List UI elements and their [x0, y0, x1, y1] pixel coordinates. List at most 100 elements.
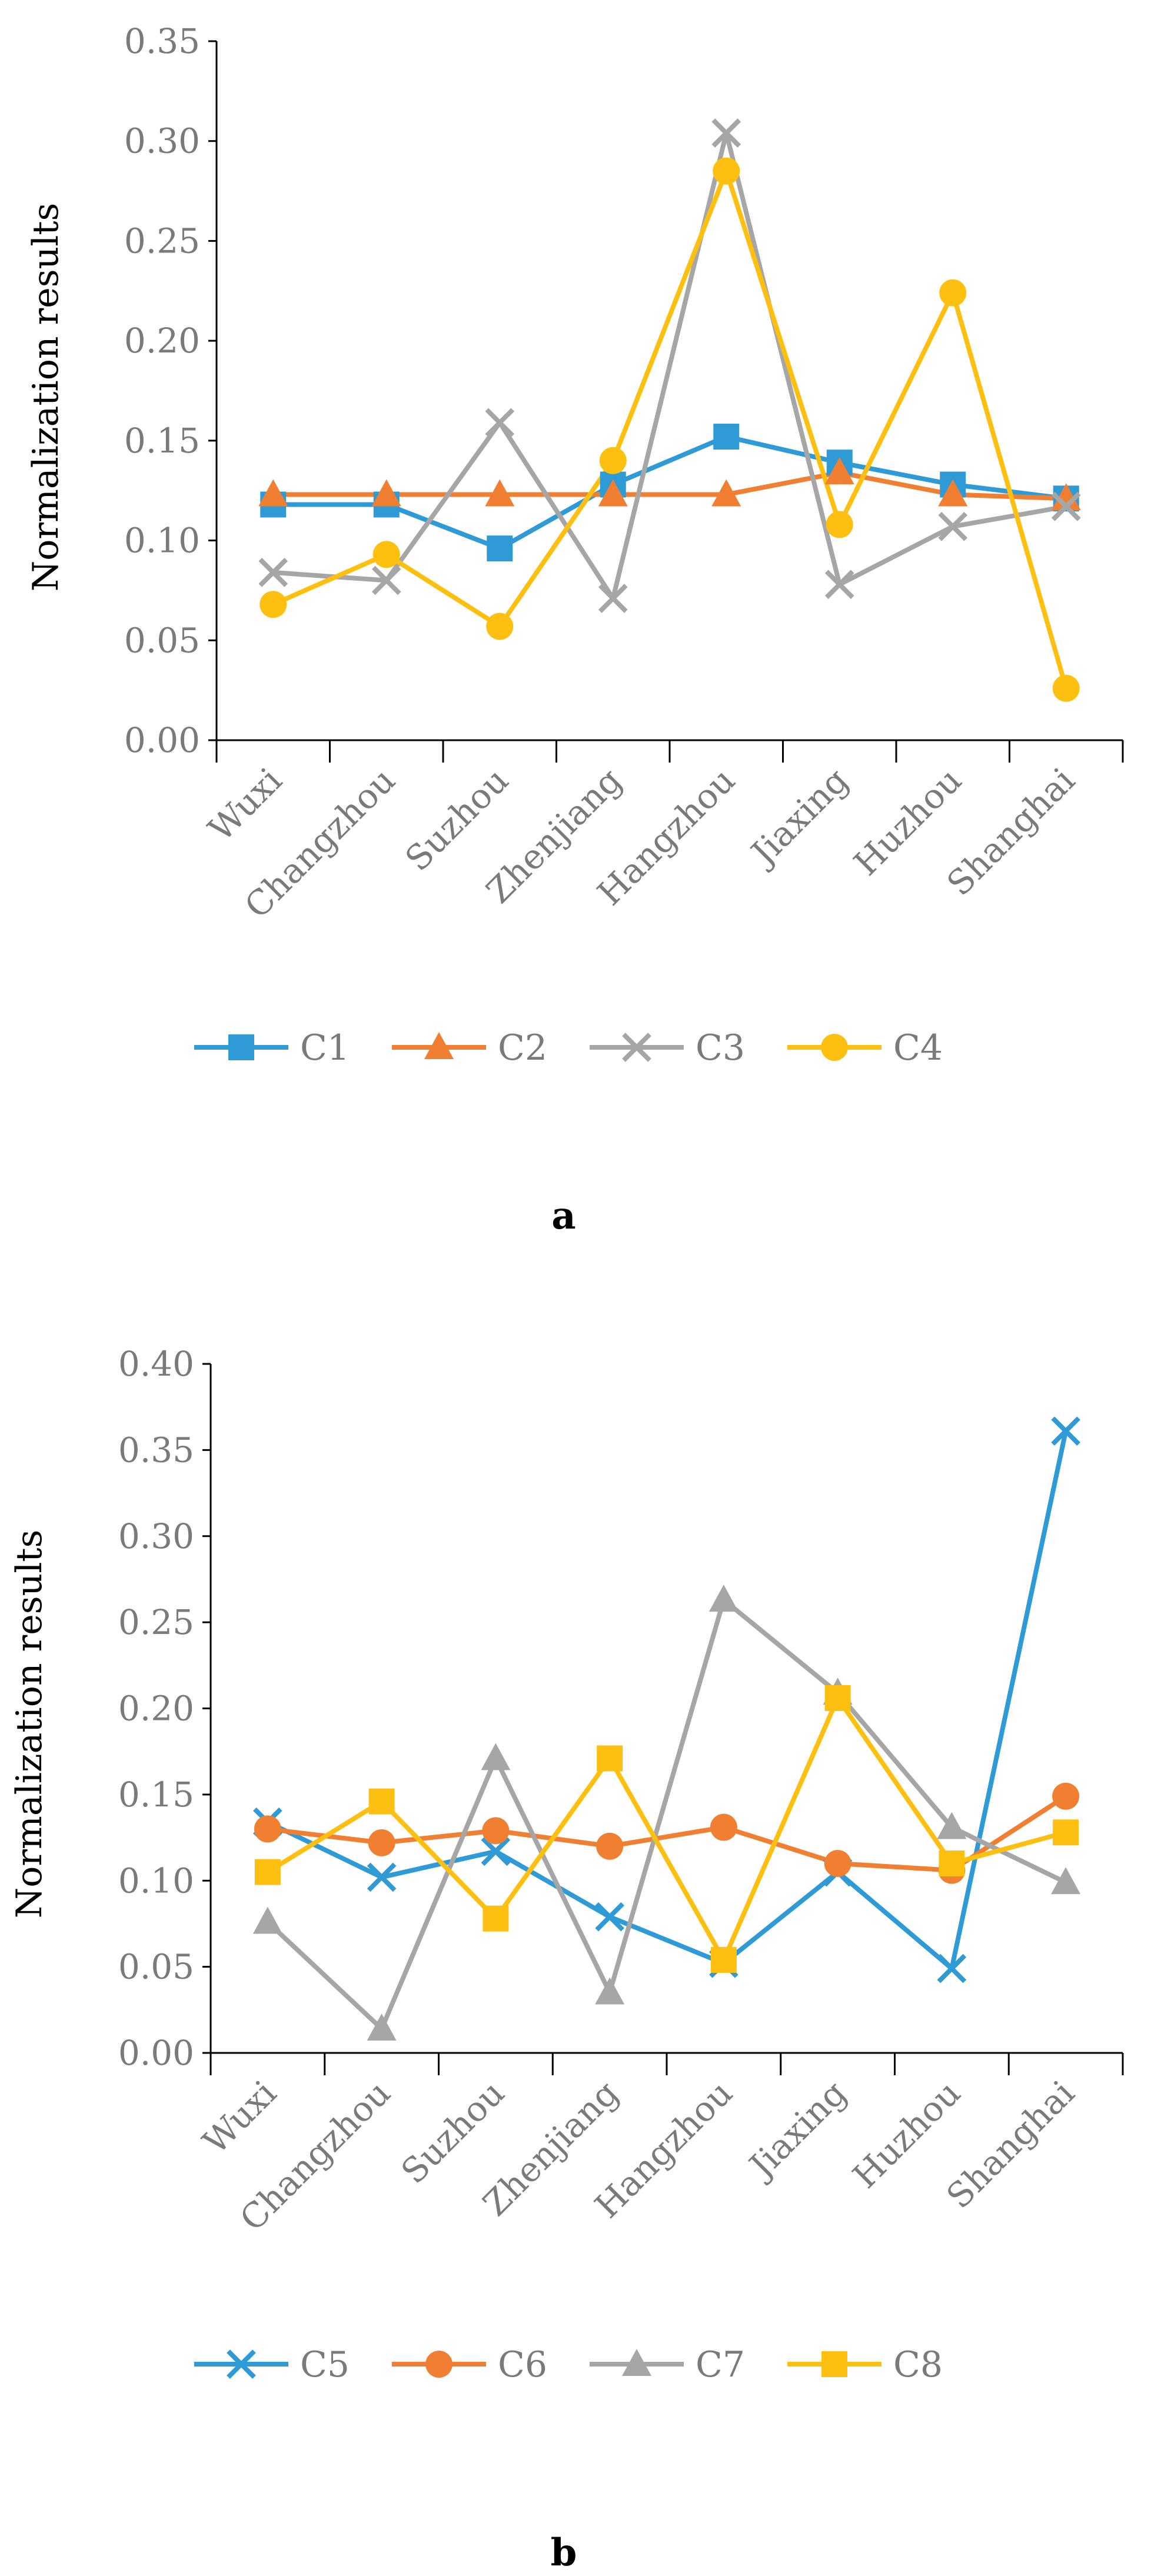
- legend-label-c5: C5: [300, 2344, 350, 2385]
- data-point-c4: [260, 591, 287, 618]
- y-axis-title: Normalization results: [25, 203, 66, 592]
- x-tick-label: Suzhou: [394, 2073, 513, 2192]
- y-tick-label: 0.40: [118, 1344, 194, 1384]
- y-tick-label: 0.00: [118, 2033, 194, 2073]
- data-point-c2: [485, 479, 515, 507]
- data-point-c3: [824, 570, 854, 600]
- y-tick-label: 0.05: [124, 620, 200, 660]
- series-line-c5: [267, 1430, 1069, 1971]
- y-axis-ticks: 0.00 0.05 0.10 0.15 0.20 0.25 0.30 0.35 0.40: [118, 1344, 194, 2073]
- series-lines: [272, 131, 1069, 689]
- data-point-c6: [1052, 1782, 1080, 1810]
- legend-label-c1: C1: [300, 1027, 350, 1069]
- chart-panel-b: 0.00 0.05 0.10 0.15 0.20 0.25 0.30 0.35 0.40 Nor…: [9, 1344, 1124, 2575]
- legend-label-c7: C7: [696, 2344, 745, 2385]
- data-point-c3: [938, 511, 968, 541]
- panel-label-a: a: [551, 1194, 576, 1238]
- legend-marker-c6: [425, 2351, 453, 2378]
- series-line-c1: [273, 434, 1067, 551]
- axes: [202, 1363, 1124, 2075]
- y-tick-label: 0.10: [118, 1861, 194, 1901]
- data-point-c5: [367, 1862, 397, 1892]
- data-point-c8: [710, 1946, 737, 1973]
- legend-marker-c2: [424, 1032, 454, 1059]
- data-point-c7: [367, 2013, 397, 2041]
- data-point-c3: [598, 584, 628, 613]
- data-point-c3: [1051, 492, 1081, 521]
- data-point-c8: [483, 1905, 509, 1932]
- data-point-c7: [252, 1906, 282, 1934]
- data-point-c5: [595, 1902, 624, 1932]
- data-point-c7: [595, 1977, 625, 2005]
- data-point-c4: [939, 279, 967, 307]
- y-tick-label: 0.05: [118, 1947, 194, 1987]
- data-point-c5: [937, 1953, 967, 1983]
- series-line-c6: [267, 1794, 1067, 1873]
- legend-marker-c3: [622, 1033, 651, 1062]
- y-tick-label: 0.25: [124, 221, 200, 261]
- x-tick-label: Jiaxing: [740, 2073, 854, 2188]
- y-tick-label: 0.30: [124, 121, 200, 161]
- data-point-c2: [824, 457, 854, 485]
- y-axis-ticks: 0.00 0.05 0.10 0.15 0.20 0.25 0.30 0.35: [124, 21, 200, 760]
- data-point-c2: [598, 479, 628, 507]
- y-tick-label: 0.35: [118, 1430, 194, 1470]
- data-point-c3: [711, 118, 741, 148]
- legend-label-c2: C2: [498, 1027, 547, 1069]
- data-point-c8: [824, 1685, 851, 1711]
- legend-label-c6: C6: [498, 2344, 547, 2385]
- data-point-c6: [368, 1829, 395, 1856]
- data-point-c8: [1053, 1819, 1079, 1846]
- series-lines: [266, 1430, 1069, 2032]
- legend-label-c4: C4: [893, 1027, 943, 1069]
- data-point-c7: [708, 1585, 738, 1612]
- data-point-c1: [487, 535, 513, 562]
- data-point-c6: [596, 1832, 624, 1860]
- x-tick-label: Suzhou: [397, 760, 516, 879]
- y-tick-label: 0.35: [124, 21, 200, 61]
- y-tick-label: 0.20: [124, 321, 200, 361]
- data-point-c4: [1052, 674, 1080, 702]
- y-tick-label: 0.10: [124, 521, 200, 561]
- data-point-c2: [371, 479, 401, 507]
- data-point-c8: [368, 1788, 395, 1815]
- y-tick-label: 0.30: [118, 1516, 194, 1556]
- data-point-c3: [258, 558, 288, 587]
- x-tick-label: Jiaxing: [741, 760, 856, 875]
- data-point-c4: [486, 613, 514, 640]
- y-axis-title: Normalization results: [9, 1530, 50, 1919]
- data-point-c3: [485, 408, 515, 438]
- data-point-c6: [482, 1817, 510, 1845]
- legend-marker-c8: [821, 2351, 847, 2377]
- data-point-c4: [713, 157, 740, 185]
- series-line-c3: [272, 131, 1067, 601]
- series-markers: [258, 118, 1081, 702]
- data-point-c8: [254, 1859, 281, 1885]
- axes: [208, 40, 1124, 763]
- legend-label-c8: C8: [893, 2344, 943, 2385]
- data-point-c7: [937, 1812, 967, 1839]
- data-point-c2: [711, 479, 741, 507]
- data-point-c4: [599, 447, 627, 474]
- series-line-c4: [272, 168, 1069, 689]
- data-point-c7: [1051, 1867, 1081, 1895]
- data-point-c8: [939, 1850, 965, 1876]
- legend-marker-c4: [821, 1034, 848, 1061]
- data-point-c5: [1051, 1416, 1080, 1446]
- x-tick-label: Wuxi: [195, 2073, 284, 2162]
- data-point-c3: [371, 565, 401, 595]
- y-tick-label: 0.25: [118, 1602, 194, 1642]
- data-point-c6: [710, 1813, 737, 1841]
- legend: C1 C2 C3 C4: [194, 1027, 943, 1069]
- y-tick-label: 0.15: [124, 421, 200, 461]
- data-point-c6: [824, 1849, 851, 1877]
- data-point-c5: [481, 1836, 511, 1866]
- data-point-c1: [713, 424, 740, 450]
- y-tick-label: 0.15: [118, 1775, 194, 1815]
- legend-label-c3: C3: [696, 1027, 745, 1069]
- legend-marker-c5: [227, 2349, 256, 2379]
- panel-label-b: b: [551, 2531, 577, 2575]
